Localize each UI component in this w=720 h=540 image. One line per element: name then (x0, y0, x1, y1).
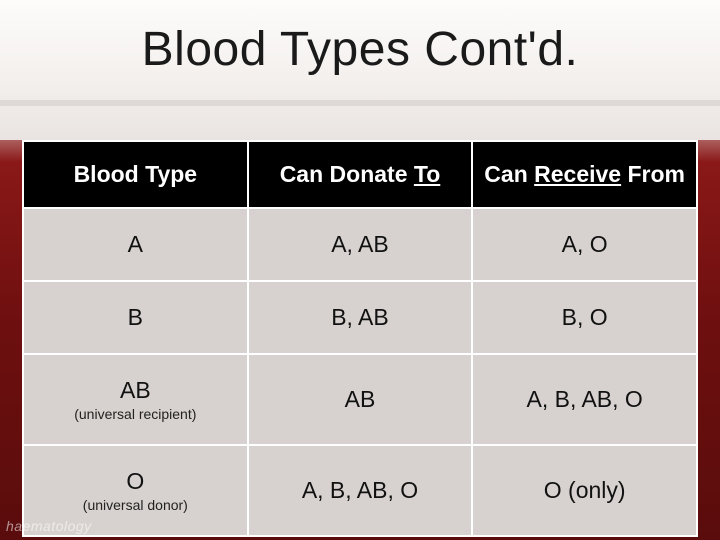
cell-blood-type: A (23, 208, 248, 281)
cell-donate: A, B, AB, O (248, 445, 473, 536)
col-header-suffix: From (621, 161, 685, 187)
cell-receive: B, O (472, 281, 697, 354)
table-row: A A, AB A, O (23, 208, 697, 281)
col-header-underline: Receive (534, 161, 621, 187)
type-sublabel: (universal recipient) (32, 406, 239, 422)
cell-blood-type: B (23, 281, 248, 354)
type-label: A (32, 231, 239, 258)
blood-type-table-container: Blood Type Can Donate To Can Receive Fro… (22, 140, 698, 537)
col-header-blood-type: Blood Type (23, 141, 248, 208)
cell-donate: A, AB (248, 208, 473, 281)
blood-type-table: Blood Type Can Donate To Can Receive Fro… (22, 140, 698, 537)
col-header-prefix: Can (484, 161, 534, 187)
table-row: O (universal donor) A, B, AB, O O (only) (23, 445, 697, 536)
col-header-prefix: Can Donate (280, 161, 414, 187)
slide-title: Blood Types Cont'd. (0, 22, 720, 77)
type-label: AB (32, 377, 239, 404)
col-header-donate: Can Donate To (248, 141, 473, 208)
col-header-underline: To (414, 161, 440, 187)
cell-receive: A, O (472, 208, 697, 281)
title-area: Blood Types Cont'd. (0, 0, 720, 140)
type-label: B (32, 304, 239, 331)
table-row: B B, AB B, O (23, 281, 697, 354)
col-header-text: Blood Type (74, 161, 198, 187)
table-row: AB (universal recipient) AB A, B, AB, O (23, 354, 697, 445)
watermark-label: haematology (6, 518, 92, 534)
cell-receive: A, B, AB, O (472, 354, 697, 445)
type-sublabel: (universal donor) (32, 497, 239, 513)
cell-receive: O (only) (472, 445, 697, 536)
cell-donate: AB (248, 354, 473, 445)
cell-donate: B, AB (248, 281, 473, 354)
table-header-row: Blood Type Can Donate To Can Receive Fro… (23, 141, 697, 208)
cell-blood-type: AB (universal recipient) (23, 354, 248, 445)
col-header-receive: Can Receive From (472, 141, 697, 208)
type-label: O (32, 468, 239, 495)
